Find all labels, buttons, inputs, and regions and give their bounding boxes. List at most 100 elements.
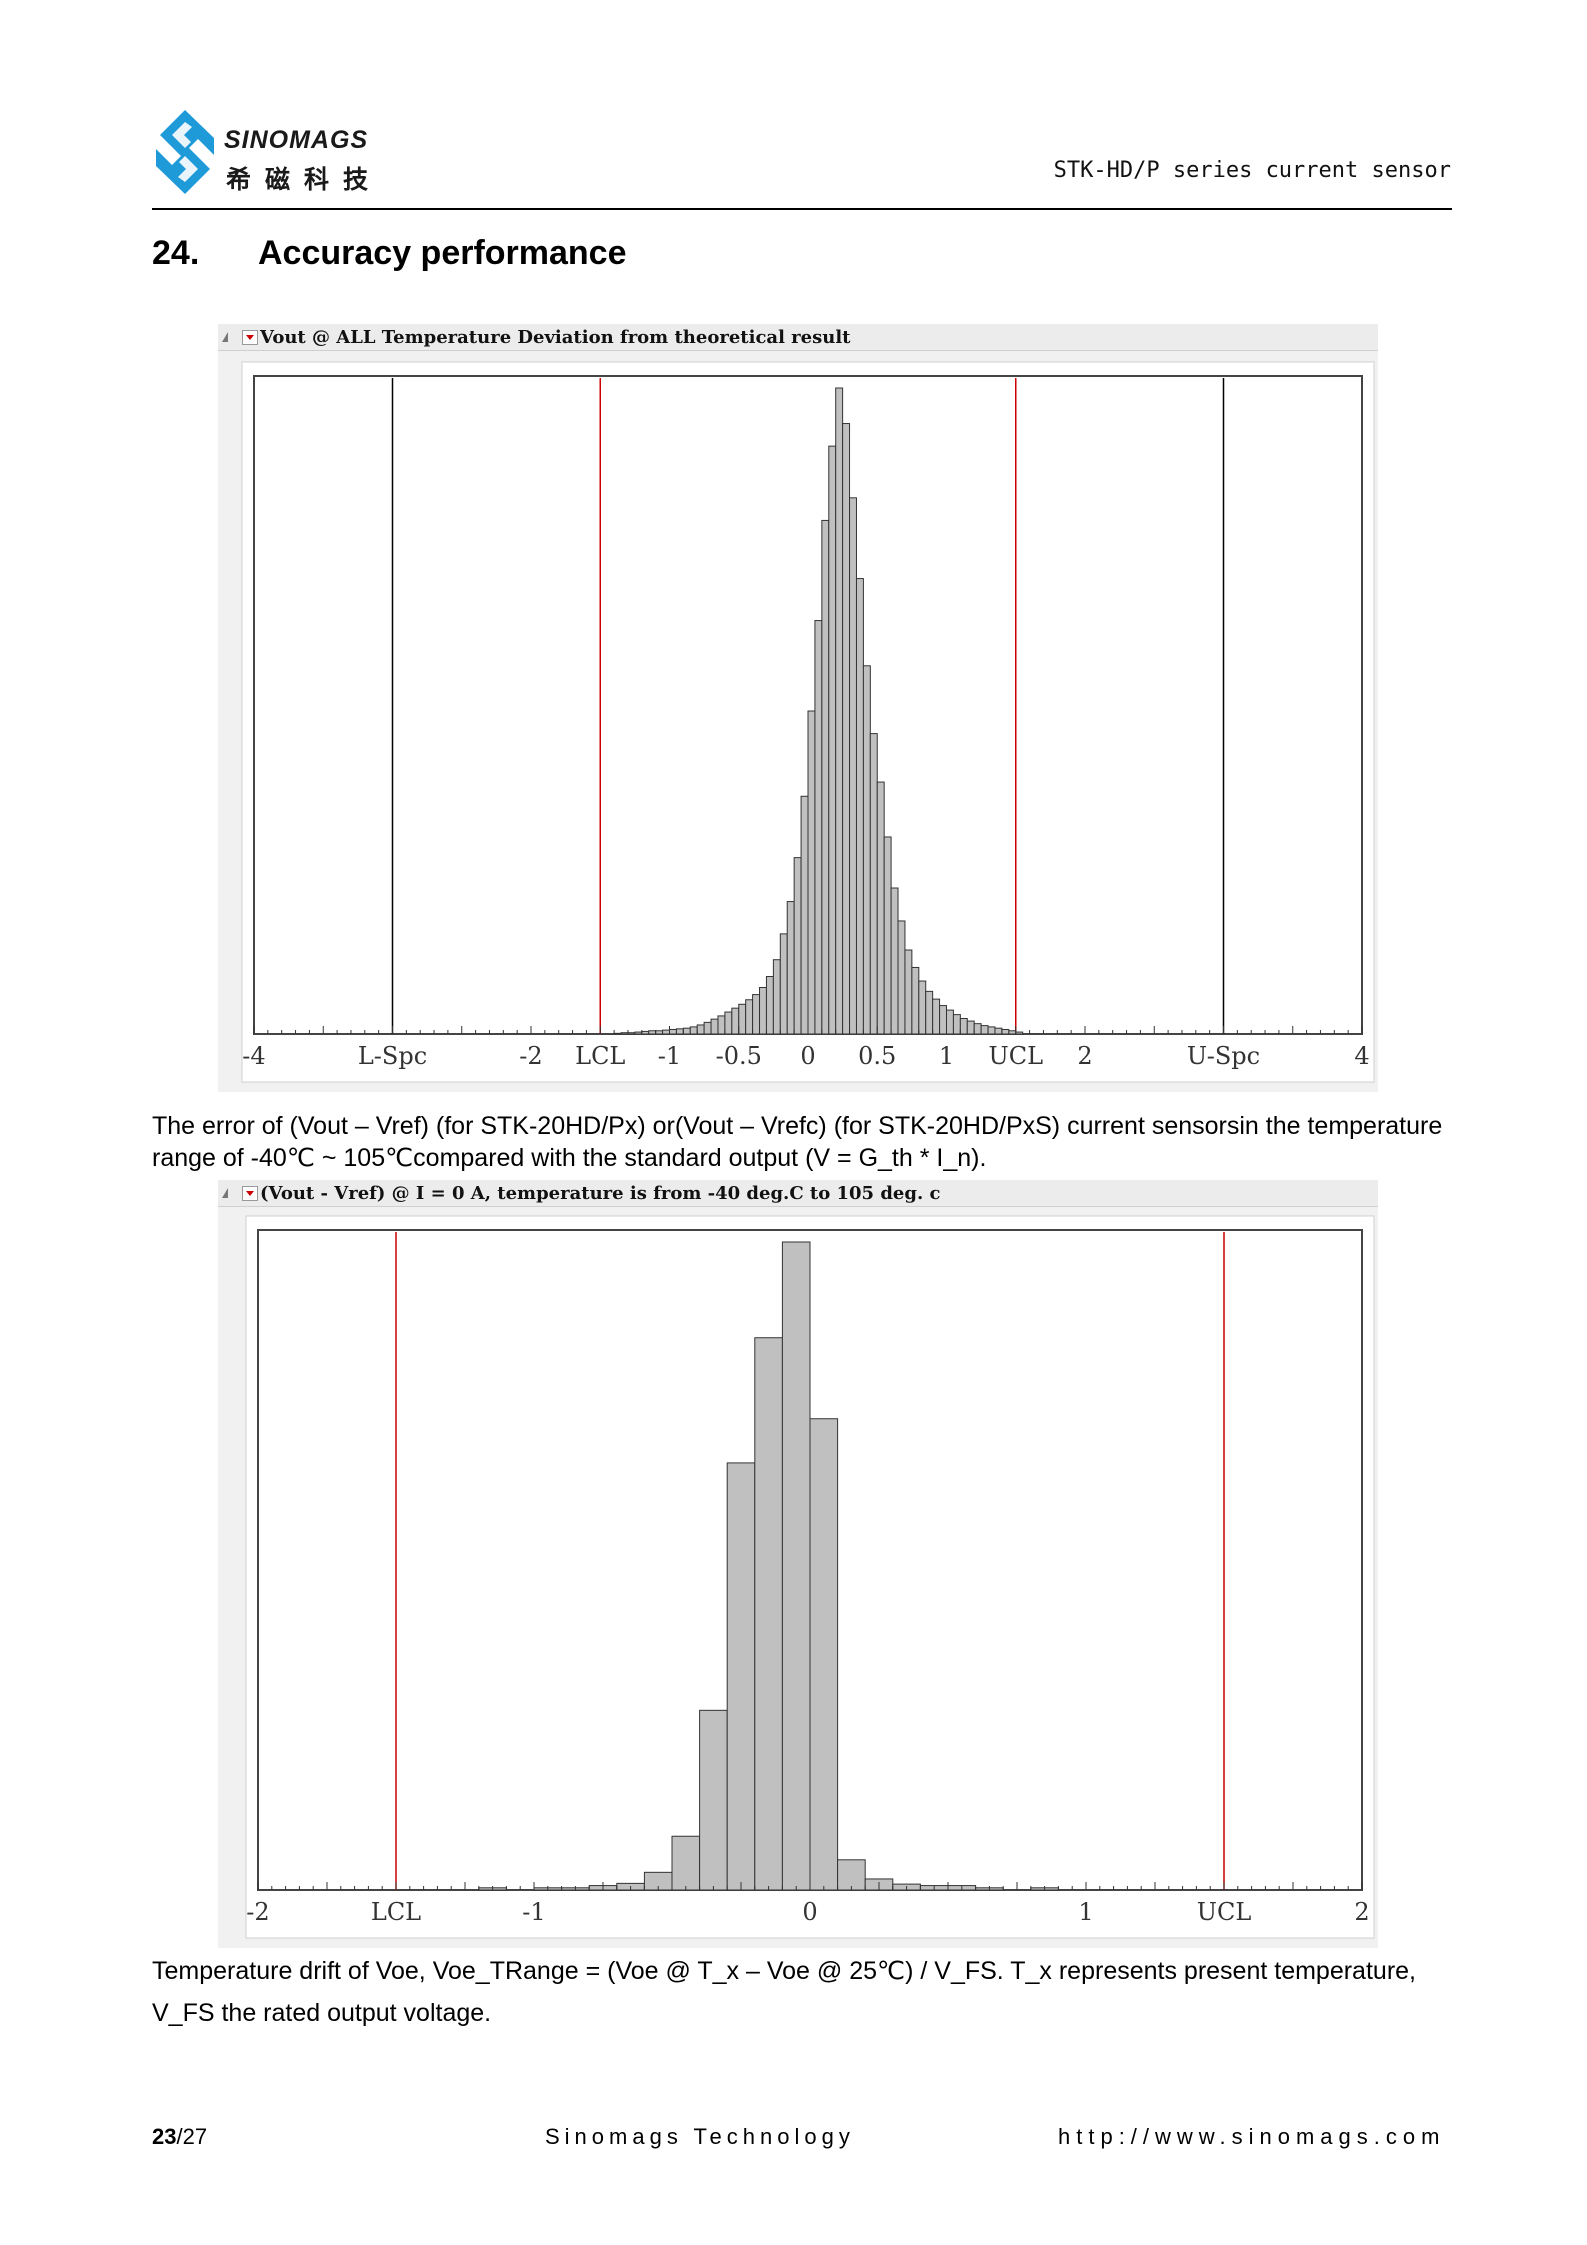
histogram-bar [809, 1418, 839, 1891]
header-divider [152, 208, 1452, 210]
histogram-bar [613, 1032, 622, 1035]
histogram-bar [710, 1018, 719, 1035]
x-tick-label: -1 [522, 1898, 545, 1926]
histogram-bar [897, 920, 906, 1035]
histogram-bar [786, 901, 795, 1035]
caption-figure-2: Temperature drift of Voe, Voe_TRange = (… [152, 1957, 1416, 2027]
x-tick-label: 0 [802, 1898, 817, 1926]
logo-text-en: SINOMAGS [224, 126, 369, 154]
histogram-bar [696, 1024, 705, 1035]
x-tick-label: -0.5 [716, 1042, 762, 1070]
histogram-bar [689, 1026, 698, 1035]
x-tick-label: -4 [242, 1042, 265, 1070]
histogram-bar [918, 980, 927, 1035]
histogram-bar [648, 1030, 657, 1035]
histogram-bar [627, 1032, 636, 1035]
histogram-bar [800, 795, 809, 1035]
histogram-bar [793, 857, 802, 1035]
company-logo: SINOMAGS 希磁科技 [152, 106, 392, 198]
x-tick-label: UCL [988, 1042, 1043, 1070]
caption-figure-1: The error of (Vout – Vref) (for STK-20HD… [152, 1112, 1443, 1172]
histogram-bar [662, 1029, 671, 1035]
footer-company: Sinomags Technology [545, 2124, 855, 2149]
x-tick-label: -1 [658, 1042, 681, 1070]
chart-title: Vout @ ALL Temperature Deviation from th… [260, 327, 851, 348]
histogram-bar [703, 1021, 712, 1035]
histogram-bar [765, 976, 774, 1035]
histogram-bar [807, 710, 816, 1035]
histogram-bar [759, 986, 767, 1035]
collapse-triangle-icon[interactable] [222, 1188, 228, 1198]
histogram-bar [1015, 1031, 1024, 1035]
x-tick-label: 2 [1354, 1898, 1369, 1926]
x-tick-label: LCL [371, 1898, 421, 1926]
histogram-bar [675, 1028, 684, 1035]
dropdown-menu-icon[interactable] [242, 330, 258, 345]
histogram-bar [781, 1241, 811, 1891]
chart-title-bar: Vout @ ALL Temperature Deviation from th… [218, 324, 1378, 351]
histogram-bar [939, 1005, 948, 1035]
histogram-bar [754, 1337, 783, 1891]
chart-panel-deviation: Vout @ ALL Temperature Deviation from th… [218, 324, 1378, 1092]
x-tick-label: -2 [519, 1042, 542, 1070]
histogram-bar [869, 733, 878, 1035]
histogram-bar [987, 1026, 996, 1035]
histogram-bar [745, 999, 754, 1035]
x-tick-label: -2 [246, 1898, 269, 1926]
histogram-bar [959, 1017, 968, 1035]
x-tick-label: U-Spc [1187, 1042, 1260, 1070]
page-current: 23 [152, 2124, 177, 2149]
histogram-bar [699, 1709, 728, 1891]
histogram-bar [682, 1027, 691, 1035]
section-title: Accuracy performance [258, 234, 627, 272]
dropdown-menu-icon[interactable] [242, 1186, 258, 1201]
histogram-bar [655, 1030, 664, 1035]
x-tick-label: 1 [939, 1042, 954, 1070]
x-tick-label: 1 [1078, 1898, 1093, 1926]
chart-panel-drift: (Vout - Vref) @ I = 0 A, temperature is … [218, 1180, 1378, 1948]
histogram-bar [925, 990, 934, 1035]
histogram-bar [904, 949, 913, 1035]
histogram-drift: -2 LCL -1 0 1 UCL 2 [245, 1215, 1375, 1939]
histogram-bar [994, 1027, 1003, 1035]
histogram-bar [849, 497, 857, 1035]
histogram-bar [862, 665, 871, 1035]
histogram-bar [1008, 1030, 1017, 1035]
histogram-bar [726, 1462, 756, 1891]
histogram-bar [724, 1011, 733, 1035]
histogram-bar [779, 933, 788, 1035]
x-tick-label: LCL [575, 1042, 625, 1070]
histogram-bar [837, 1859, 866, 1891]
histogram-bar [932, 998, 941, 1035]
document-title: STK-HD/P series current sensor [1053, 158, 1451, 183]
histogram-bar [671, 1835, 701, 1891]
x-tick-label: 0 [800, 1042, 815, 1070]
histogram-bar [980, 1025, 989, 1035]
histogram-bar [1001, 1028, 1010, 1035]
histogram-bar [946, 1009, 954, 1035]
histogram-bar [752, 994, 761, 1035]
chart-title: (Vout - Vref) @ I = 0 A, temperature is … [260, 1183, 941, 1204]
histogram-bar [821, 519, 830, 1035]
section-heading: 24. Accuracy performance [152, 234, 627, 273]
sinomags-logo-icon [156, 110, 214, 194]
x-tick-label: UCL [1197, 1898, 1252, 1926]
histogram-bar [855, 578, 864, 1035]
histogram-bar [876, 781, 885, 1035]
histogram-bar [883, 836, 892, 1035]
logo-text-cn: 希磁科技 [226, 165, 383, 194]
page-total: /27 [176, 2124, 208, 2149]
footer-url[interactable]: http://www.sinomags.com [1058, 2124, 1446, 2149]
section-number: 24. [152, 234, 200, 272]
x-tick-label: 4 [1354, 1042, 1369, 1070]
histogram-bar [966, 1020, 975, 1035]
histogram-bar [772, 959, 781, 1035]
x-tick-label: 0.5 [858, 1042, 896, 1070]
histogram-bar [731, 1007, 740, 1035]
page-number: 23/27 [152, 2124, 207, 2150]
histogram-bar [828, 445, 837, 1035]
histogram-bar [890, 887, 899, 1035]
histogram-bar [973, 1023, 982, 1035]
collapse-triangle-icon[interactable] [222, 332, 228, 342]
x-tick-label: 2 [1077, 1042, 1092, 1070]
